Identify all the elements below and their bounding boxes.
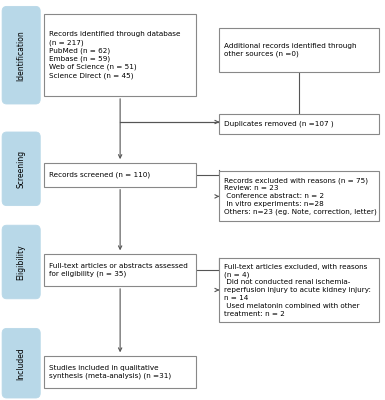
Text: Full-text articles or abstracts assessed
for eligibility (n = 35): Full-text articles or abstracts assessed…	[49, 263, 188, 277]
Text: Records excluded with reasons (n = 75)
Review: n = 23
 Conference abstract: n = : Records excluded with reasons (n = 75) R…	[224, 177, 377, 215]
FancyBboxPatch shape	[44, 14, 196, 96]
FancyBboxPatch shape	[44, 356, 196, 388]
Text: Full-text articles excluded, with reasons
(n = 4)
 Did not conducted renal ische: Full-text articles excluded, with reason…	[224, 264, 371, 316]
Text: Studies included in qualitative
synthesis (meta-analysis) (n =31): Studies included in qualitative synthesi…	[49, 365, 171, 379]
FancyBboxPatch shape	[2, 328, 40, 398]
FancyBboxPatch shape	[219, 28, 379, 72]
FancyBboxPatch shape	[2, 132, 40, 206]
Text: Duplicates removed (n =107 ): Duplicates removed (n =107 )	[224, 121, 334, 127]
Text: Records screened (n = 110): Records screened (n = 110)	[49, 172, 150, 178]
Text: Included: Included	[17, 347, 26, 380]
FancyBboxPatch shape	[219, 258, 379, 322]
FancyBboxPatch shape	[44, 163, 196, 187]
FancyBboxPatch shape	[219, 114, 379, 134]
Text: Additional records identified through
other sources (n =0): Additional records identified through ot…	[224, 43, 357, 57]
Text: Identification: Identification	[17, 30, 26, 80]
Text: Records identified through database
(n = 217)
PubMed (n = 62)
Embase (n = 59)
We: Records identified through database (n =…	[49, 31, 181, 79]
Text: Screening: Screening	[17, 150, 26, 188]
FancyBboxPatch shape	[2, 225, 40, 299]
Text: Eligibility: Eligibility	[17, 244, 26, 280]
FancyBboxPatch shape	[2, 6, 40, 104]
FancyBboxPatch shape	[219, 171, 379, 221]
FancyBboxPatch shape	[44, 254, 196, 286]
